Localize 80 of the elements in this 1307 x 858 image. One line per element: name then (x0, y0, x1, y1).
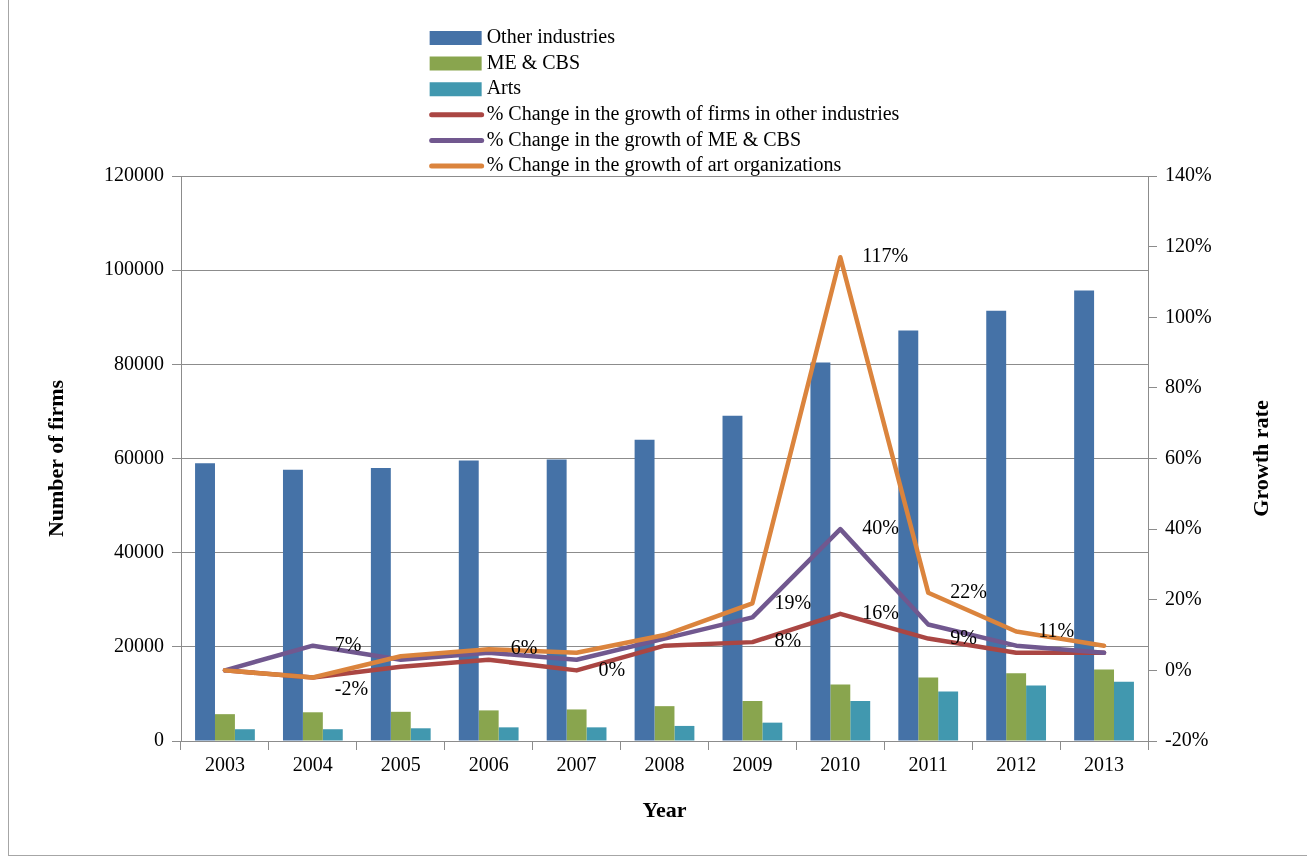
data-label: 0% (598, 657, 626, 680)
y-axis-title: Number of firms (42, 379, 68, 538)
x-tick-label: 2004 (292, 753, 333, 776)
bar (810, 362, 831, 741)
bar (1074, 290, 1095, 741)
data-label: 8% (774, 629, 802, 652)
y-tick-label: 0 (154, 728, 164, 751)
y2-tick-label: 120% (1165, 233, 1212, 256)
bar (195, 463, 215, 741)
y2-axis-title: Growth rate (1247, 400, 1273, 517)
legend-label: % Change in the growth of firms in other industries (486, 102, 900, 126)
legend-label: Other industries (486, 25, 616, 48)
bar (1006, 673, 1027, 741)
y-tick-label: 120000 (104, 163, 164, 186)
data-label: 22% (950, 579, 987, 602)
bar (674, 725, 695, 741)
data-label: 19% (774, 590, 812, 613)
legend-label: Arts (486, 76, 522, 99)
bar (234, 729, 255, 741)
bar (1026, 685, 1047, 741)
x-tick-label: 2009 (732, 753, 773, 776)
bar (370, 467, 391, 741)
data-label: -2% (334, 676, 369, 699)
y2-tick-label: 80% (1165, 375, 1202, 398)
bar (654, 706, 675, 741)
bar (898, 330, 919, 741)
bar (762, 722, 783, 741)
y2-tick-label: -20% (1165, 728, 1209, 751)
legend-label: % Change in the growth of art organizations (486, 153, 842, 177)
x-tick-label: 2013 (1084, 753, 1125, 776)
bar (302, 712, 323, 741)
y2-tick-label: 60% (1165, 445, 1202, 468)
bar (938, 691, 959, 741)
x-tick-label: 2006 (468, 753, 509, 776)
data-label: 11% (1038, 618, 1075, 641)
bar (458, 460, 479, 741)
bar (498, 727, 519, 741)
y2-tick-label: 0% (1165, 657, 1192, 680)
bar (742, 700, 763, 741)
bar (986, 310, 1007, 741)
bar (390, 711, 411, 741)
bar (282, 469, 303, 741)
x-tick-label: 2011 (908, 753, 948, 776)
x-tick-label: 2007 (556, 753, 597, 776)
bar (322, 729, 343, 741)
y-tick-label: 100000 (104, 257, 164, 280)
x-tick-label: 2003 (204, 753, 245, 776)
x-tick-label: 2005 (380, 753, 421, 776)
y2-tick-label: 100% (1165, 304, 1212, 327)
bar (586, 727, 607, 741)
y-tick-label: 20000 (114, 634, 164, 657)
legend-label: ME & CBS (486, 50, 581, 73)
bar (410, 728, 431, 741)
data-label: 117% (862, 244, 909, 267)
bar (634, 439, 655, 741)
bar (830, 684, 851, 741)
bar (1114, 681, 1134, 741)
data-label: 16% (862, 601, 899, 624)
bar (918, 677, 939, 741)
data-label: 40% (862, 516, 899, 539)
x-tick-label: 2008 (644, 753, 685, 776)
x-axis-title: Year (642, 797, 687, 823)
bar (546, 459, 567, 741)
data-label: 7% (334, 632, 362, 655)
bar (214, 714, 235, 741)
bar (722, 415, 743, 741)
y2-tick-label: 140% (1165, 163, 1212, 186)
y2-tick-label: 40% (1165, 516, 1202, 539)
y-tick-label: 40000 (114, 539, 164, 562)
bar (850, 700, 871, 741)
y2-tick-label: 20% (1165, 587, 1202, 609)
y-tick-label: 60000 (114, 445, 164, 468)
bar (1094, 669, 1115, 741)
x-tick-label: 2012 (996, 753, 1037, 776)
bar (478, 710, 499, 741)
bar (566, 709, 587, 741)
x-tick-label: 2010 (820, 753, 861, 776)
legend-label: % Change in the growth of ME & CBS (486, 127, 802, 151)
data-label: 6% (510, 636, 538, 659)
y-tick-label: 80000 (114, 351, 164, 374)
